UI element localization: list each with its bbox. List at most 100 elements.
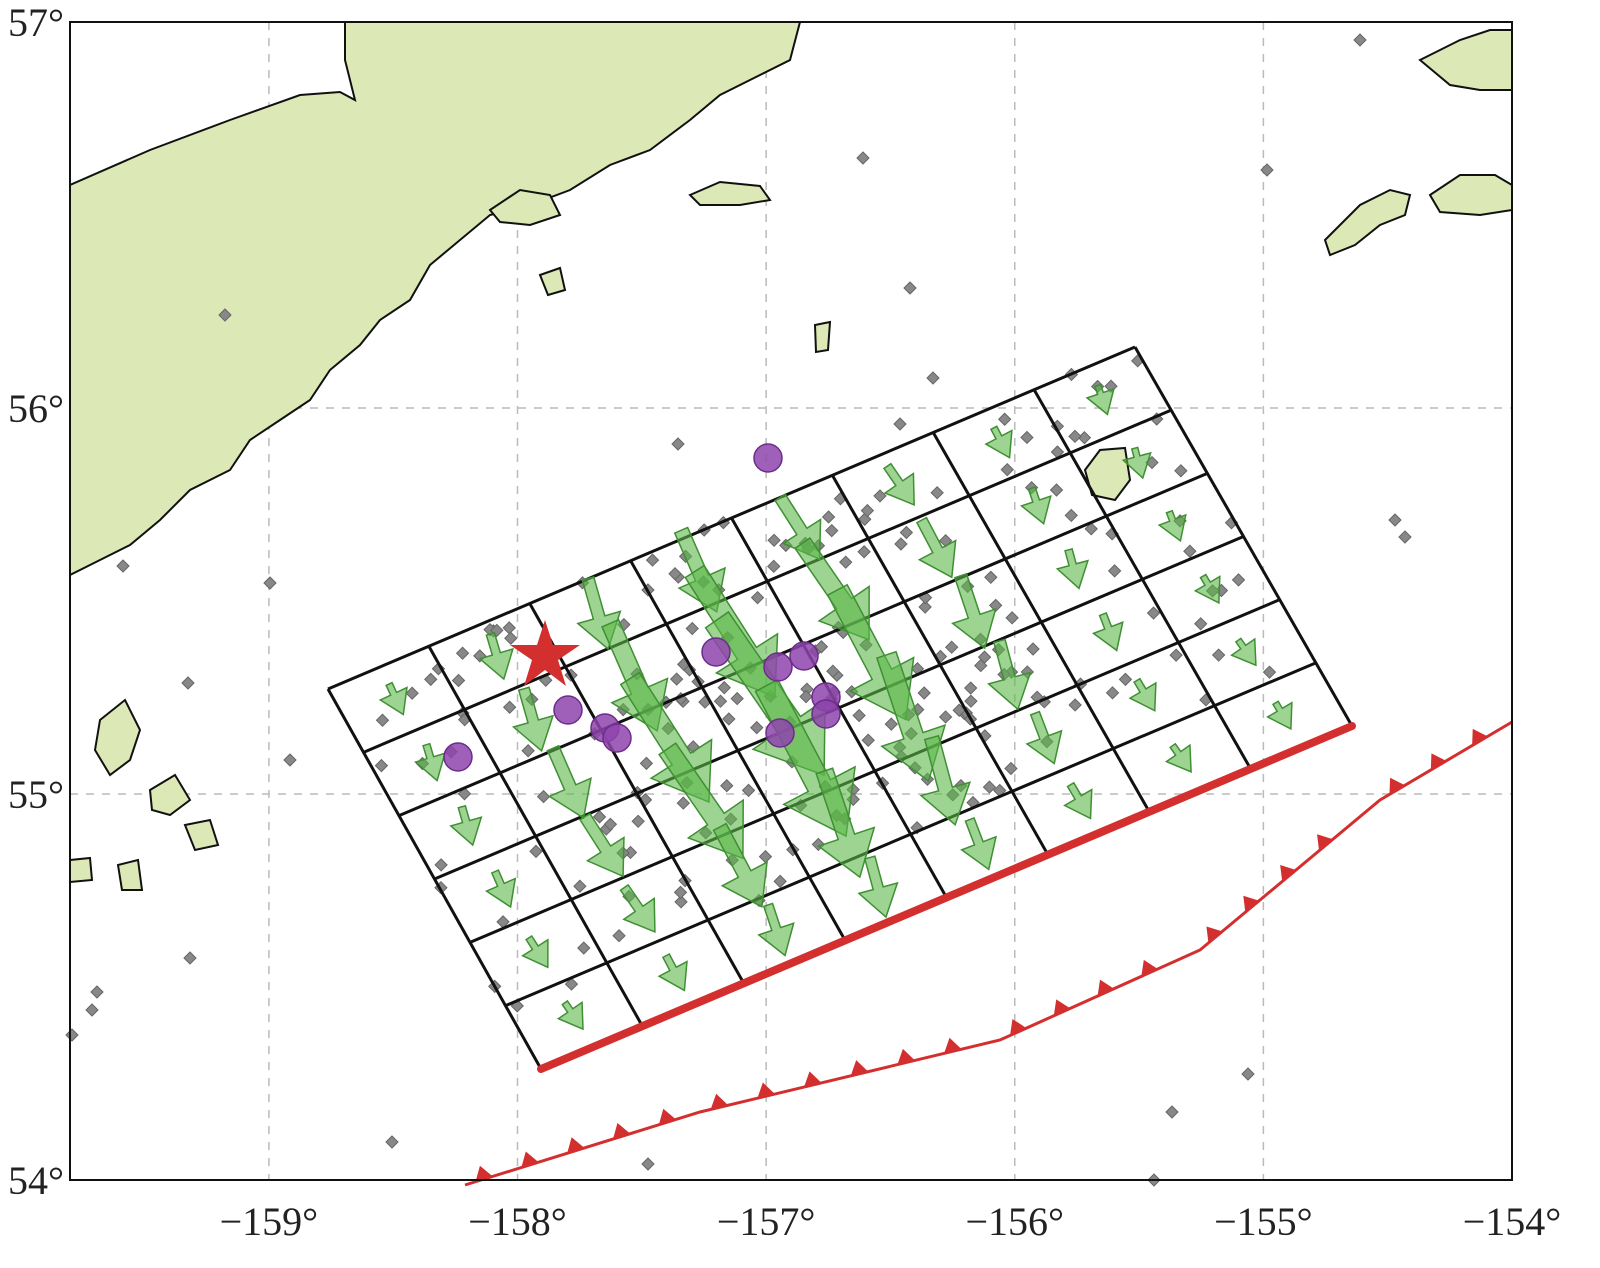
aftershock — [814, 640, 829, 654]
land — [70, 22, 1512, 891]
slip-arrow — [1164, 742, 1192, 773]
island — [538, 266, 567, 297]
aftershock — [639, 756, 654, 771]
trench-tooth — [1206, 926, 1223, 943]
aftershock — [1068, 698, 1082, 712]
aftershock — [1000, 462, 1014, 477]
slip-arrow — [485, 869, 517, 909]
aftershock — [1026, 642, 1040, 656]
x-tick-label: −159° — [220, 1199, 319, 1244]
aftershock — [821, 510, 836, 524]
aftershock — [564, 977, 579, 991]
aftershock — [183, 951, 197, 965]
aftershock — [641, 1157, 655, 1171]
event — [443, 742, 473, 772]
aftershock — [964, 694, 978, 708]
trench-tooth — [613, 1122, 631, 1140]
axis-ticks: −159° −158° −157° −156° −155° −154° 54° 55° 56° 5… — [8, 0, 1561, 1244]
slip-arrow — [1230, 637, 1257, 667]
slip-arrow — [657, 952, 688, 992]
aftershock — [529, 844, 543, 859]
slip-arrow — [882, 462, 915, 507]
island — [183, 818, 220, 852]
island — [1083, 446, 1132, 502]
aftershock — [90, 985, 104, 999]
slip-arrow — [1121, 446, 1152, 480]
aftershock — [767, 533, 781, 548]
aftershock — [856, 151, 870, 165]
aftershock — [899, 525, 914, 540]
slip-arrow — [1063, 781, 1093, 820]
island — [688, 180, 772, 206]
trench-tooth — [1430, 753, 1447, 770]
frame — [69, 21, 1513, 1181]
trench-tooth — [1280, 864, 1297, 882]
aftershock — [631, 814, 645, 829]
aftershock — [1004, 761, 1018, 776]
event — [553, 695, 583, 725]
slip-arrow — [449, 804, 483, 847]
slip-arrow — [951, 572, 997, 650]
event — [765, 718, 795, 748]
aftershock — [873, 489, 887, 503]
slip-arrow — [1266, 700, 1293, 731]
trench-tooth — [944, 1037, 962, 1054]
y-tick-label: 55° — [8, 772, 64, 817]
aftershock — [1049, 483, 1064, 497]
event — [753, 443, 783, 473]
aftershock — [1084, 522, 1098, 536]
trench-tooth — [1243, 895, 1260, 913]
aftershock — [685, 621, 699, 636]
island — [1428, 174, 1512, 217]
aftershock — [826, 664, 840, 678]
aftershock — [750, 720, 764, 735]
grid-cell-edge — [469, 598, 1281, 944]
slip-arrow — [984, 425, 1013, 459]
aftershock — [1231, 573, 1246, 587]
slip-arrow — [511, 686, 555, 753]
trench-tooth — [1317, 834, 1333, 851]
y-tick-label: 57° — [8, 0, 64, 45]
x-tick-label: −155° — [1214, 1199, 1313, 1244]
aftershock — [767, 559, 781, 574]
grid-cell-edge — [504, 661, 1317, 1008]
trench-tooth — [567, 1137, 585, 1154]
aftershock — [502, 621, 516, 635]
trench-tooth — [475, 1165, 493, 1182]
aftershock — [573, 879, 587, 893]
y-tick-label: 56° — [8, 386, 64, 431]
slip-arrow — [414, 742, 447, 782]
x-tick-label: −156° — [965, 1199, 1064, 1244]
aftershock — [903, 281, 917, 295]
aftershock — [1118, 672, 1133, 687]
aftershock — [218, 308, 232, 322]
slip-arrow — [987, 638, 1032, 711]
aftershock — [852, 708, 866, 723]
aftershock — [984, 570, 998, 584]
slip-arrow — [1128, 677, 1157, 712]
slip-arrow — [919, 734, 972, 827]
slip-arrow — [619, 883, 656, 934]
aftershock — [857, 545, 871, 559]
aftershock — [1211, 648, 1226, 662]
aftershock — [502, 700, 517, 714]
slip-arrow — [1085, 383, 1115, 416]
aftershock — [645, 553, 660, 567]
island — [70, 856, 94, 884]
slip-arrow — [712, 822, 768, 908]
slip-arrow — [815, 767, 876, 879]
aftershock — [926, 371, 940, 385]
trench-tooth — [804, 1071, 822, 1088]
x-tick-label: −158° — [468, 1199, 567, 1244]
island — [1323, 188, 1412, 257]
slip-arrow — [1025, 710, 1063, 765]
aftershock — [1068, 429, 1082, 444]
aftershock — [668, 567, 682, 581]
trench-tooth — [757, 1082, 775, 1099]
aftershock — [722, 712, 736, 726]
slip-arrow — [556, 999, 584, 1031]
slip-arrow — [1193, 573, 1221, 605]
aftershock — [918, 600, 932, 614]
aftershock — [1388, 513, 1402, 527]
